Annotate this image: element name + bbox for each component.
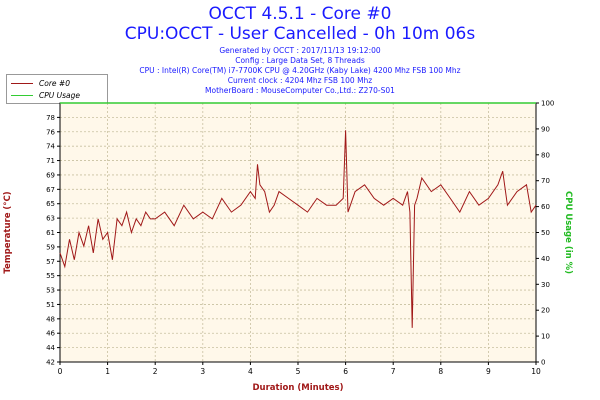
y-tick-label: 42: [46, 359, 55, 367]
y2-tick-label: 70: [541, 177, 550, 185]
y2-tick-label: 60: [541, 203, 550, 211]
y-tick-label: 67: [46, 186, 55, 194]
y-tick-label: 65: [46, 200, 55, 208]
x-tick-label: 9: [486, 367, 491, 376]
y2-tick-label: 50: [541, 229, 550, 237]
y2-tick-label: 100: [541, 100, 554, 108]
x-tick-label: 8: [438, 367, 443, 376]
y2-axis-label: CPU Usage (in %): [563, 191, 573, 274]
x-tick-label: 10: [531, 367, 541, 376]
y-tick-label: 48: [46, 315, 55, 323]
y-tick-label: 76: [46, 128, 55, 136]
y-tick-label: 51: [46, 301, 55, 309]
legend-label-usage: CPU Usage: [39, 90, 81, 100]
legend: Core #0 CPU Usage: [6, 74, 108, 104]
x-axis-label: Duration (Minutes): [253, 383, 344, 393]
y-axis-label: Temperature (°C): [3, 191, 13, 273]
y2-tick-label: 20: [541, 307, 550, 315]
legend-label-core: Core #0: [39, 78, 70, 88]
chart-subtitle: CPU:OCCT - User Cancelled - 0h 10m 06s: [124, 24, 476, 44]
y-tick-label: 71: [46, 157, 55, 165]
y-tick-label: 61: [46, 229, 55, 237]
y-tick-label: 78: [46, 114, 55, 122]
y-tick-label: 46: [46, 330, 55, 338]
y2-tick-label: 30: [541, 281, 550, 289]
legend-swatch-usage: [11, 94, 33, 96]
x-tick-label: 5: [296, 367, 301, 376]
y-tick-label: 57: [46, 258, 55, 266]
y-tick-label: 53: [46, 287, 55, 295]
y2-tick-label: 80: [541, 151, 550, 159]
y2-tick-label: 10: [541, 333, 550, 341]
y2-tick-label: 40: [541, 255, 550, 263]
x-tick-label: 0: [58, 367, 63, 376]
y-tick-label: 69: [46, 171, 55, 179]
chart-title: OCCT 4.5.1 - Core #0: [208, 4, 392, 24]
info-cpu: CPU : Intel(R) Core(TM) i7-7700K CPU @ 4…: [139, 66, 461, 75]
legend-swatch-core: [11, 82, 33, 84]
x-tick-label: 1: [105, 367, 110, 376]
x-tick-label: 7: [391, 367, 396, 376]
x-tick-label: 6: [343, 367, 348, 376]
info-config: Config : Large Data Set, 8 Threads: [235, 56, 365, 65]
series-line-core: [59, 130, 537, 328]
y2-tick-label: 90: [541, 125, 550, 133]
y-tick-label: 59: [46, 243, 55, 251]
x-tick-label: 4: [248, 367, 253, 376]
info-generated: Generated by OCCT : 2017/11/13 19:12:00: [219, 46, 381, 55]
y-tick-label: 44: [46, 344, 55, 352]
y-tick-label: 55: [46, 272, 55, 280]
info-clock: Current clock : 4204 Mhz FSB 100 Mhz: [227, 76, 373, 85]
x-tick-label: 2: [153, 367, 158, 376]
legend-item-usage: CPU Usage: [11, 89, 80, 101]
x-tick-label: 3: [200, 367, 205, 376]
y2-tick-label: 0: [541, 359, 545, 367]
y-tick-label: 63: [46, 215, 55, 223]
legend-item-core: Core #0: [11, 77, 70, 89]
y-tick-label: 74: [46, 143, 55, 151]
info-motherboard: MotherBoard : MouseComputer Co.,Ltd.: Z2…: [205, 86, 395, 95]
